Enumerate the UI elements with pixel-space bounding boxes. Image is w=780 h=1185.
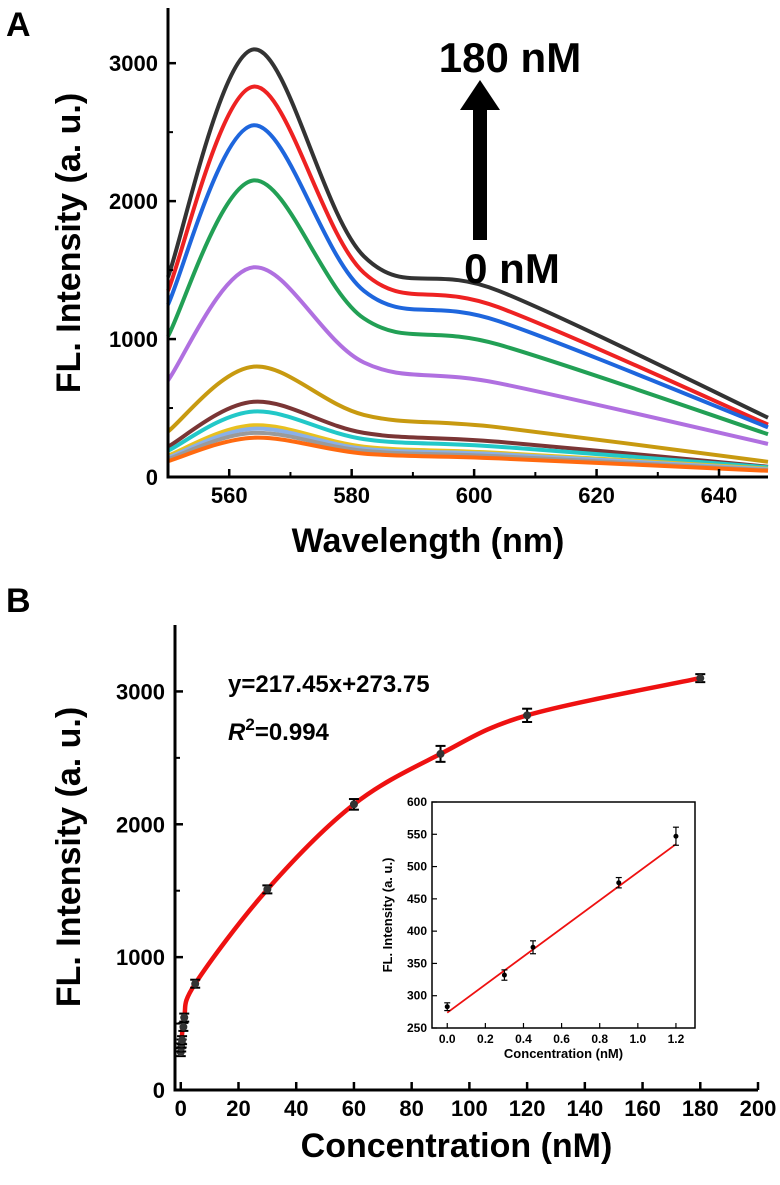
x-tick-label: 560 [211,483,248,508]
y-axis-title: FL. Intensity (a. u.) [50,707,88,1007]
data-point [696,674,705,683]
data-point [180,1013,189,1022]
panel-a-letter: A [6,6,31,44]
spectrum-line [166,364,769,464]
inset-data-point [616,880,622,886]
data-point [349,800,358,809]
x-tick-label: 620 [578,483,615,508]
inset-data-point [501,972,507,978]
data-point [179,1022,188,1031]
spectrum-line [166,47,769,420]
panel-b-inset-chart: 0.0 0.2 0.4 0.6 0.8 1.0 1.2 250 300 350 400 450 500 5… [380,795,696,1061]
spectrum-line [166,265,769,446]
x-tick-label: 100 [451,1096,488,1121]
data-point [191,979,200,988]
inset-fit-line [446,843,677,1014]
inset-x-axis-title: Concentration (nM) [504,1046,623,1061]
inset-x-tick-label: 1.2 [668,1032,685,1046]
x-tick-label: 60 [342,1096,366,1121]
y-tick-label: 1000 [109,327,158,352]
inset-frame [431,801,696,1029]
y-tick-label: 3000 [116,679,165,704]
inset-y-axis-title: FL. Intensity (a. u.) [380,858,395,973]
y-tick-label: 3000 [109,51,158,76]
x-tick-label: 0 [175,1096,187,1121]
r-squared-label: R2=0.994 [228,715,330,746]
y-tick-label: 0 [146,465,158,490]
arrow-head [460,80,500,110]
inset-data-point [673,833,679,839]
inset-y-tick-label: 250 [407,1021,427,1035]
data-point [436,749,445,758]
panel-b-letter: B [6,582,31,620]
spectrum-line [166,123,769,430]
annotation-0nm: 0 nM [464,245,560,292]
x-tick-label: 160 [624,1096,661,1121]
spectrum-line [167,435,769,473]
inset-y-tick-label: 550 [407,827,427,841]
equation-label: y=217.45x+273.75 [228,671,430,698]
arrow-shaft [473,108,487,240]
x-axis-title: Concentration (nM) [301,1127,613,1165]
inset-data-point [444,1004,450,1010]
x-axis-title: Wavelength (nm) [292,522,565,560]
x-tick-label: 80 [399,1096,423,1121]
inset-y-tick-label: 450 [407,892,427,906]
y-tick-label: 1000 [116,945,165,970]
inset-x-tick-label: 0.0 [439,1032,456,1046]
x-tick-label: 140 [566,1096,603,1121]
inset-y-tick-label: 350 [407,956,427,970]
spectrum-line [166,178,769,437]
y-tick-label: 0 [153,1078,165,1103]
inset-x-tick-label: 1.0 [629,1032,646,1046]
spectrum-line [167,409,769,470]
inset-y-tick-label: 400 [407,924,427,938]
annotation-180nm: 180 nM [439,34,581,81]
inset-y-tick-label: 500 [407,860,427,874]
x-tick-label: 120 [509,1096,546,1121]
x-tick-label: 600 [456,483,493,508]
x-tick-label: 40 [284,1096,308,1121]
spectrum-line [167,399,769,469]
inset-y-tick-label: 300 [407,989,427,1003]
data-point [263,885,272,894]
x-tick-label: 180 [682,1096,719,1121]
inset-x-tick-label: 0.6 [553,1032,570,1046]
inset-x-tick-label: 0.4 [515,1032,532,1046]
y-tick-label: 2000 [109,189,158,214]
x-tick-label: 200 [740,1096,777,1121]
panel-a-spectra-chart: 560 580 600 620 640 0 1000 2000 3000 Wavelength (… [50,8,769,560]
x-tick-label: 640 [701,483,738,508]
y-tick-label: 2000 [116,812,165,837]
inset-x-tick-label: 0.2 [477,1032,494,1046]
inset-y-tick-label: 600 [407,795,427,809]
data-point [523,711,532,720]
x-tick-label: 20 [226,1096,250,1121]
panel-b-calibration-chart: 0 20 40 60 80 100 120 140 160 180 2000100020003000… [50,625,776,1165]
x-tick-label: 580 [333,483,370,508]
y-axis-title: FL. Intensity (a. u.) [50,93,88,393]
spectrum-line [166,84,769,427]
data-point [178,1036,187,1045]
inset-x-tick-label: 0.8 [591,1032,608,1046]
inset-data-point [530,944,536,950]
